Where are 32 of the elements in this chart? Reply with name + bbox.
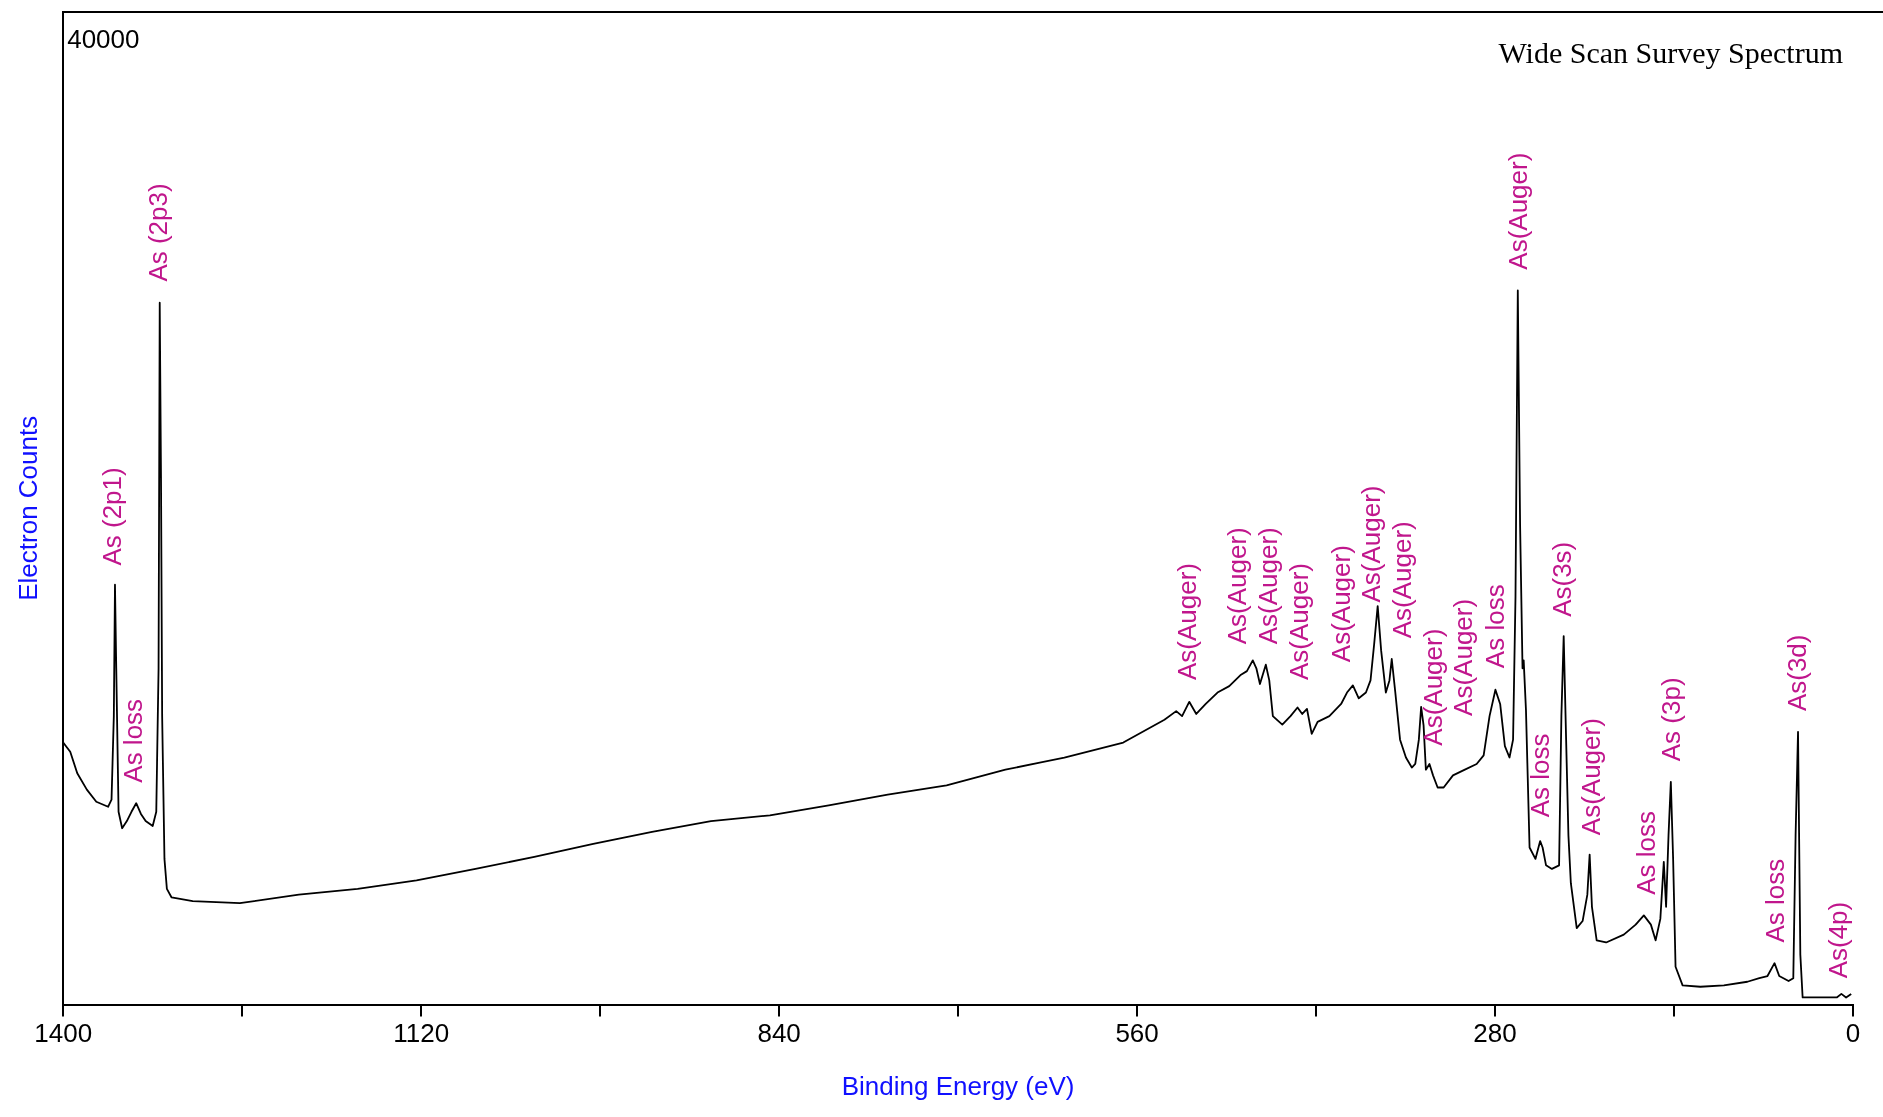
annotation: As(Auger) — [1252, 527, 1283, 645]
text: 40000 — [67, 24, 140, 55]
annotation: As(Auger) — [1448, 598, 1479, 716]
chart-title: Wide Scan Survey Spectrum — [1498, 35, 1843, 69]
x-tick-label: 560 — [1115, 1018, 1159, 1049]
annotation: As(Auger) — [1386, 521, 1417, 639]
text: As (2p3) — [143, 183, 174, 282]
annotation: As(Auger) — [1325, 545, 1356, 663]
annotation: As loss — [118, 698, 149, 783]
x-tick-label: 280 — [1473, 1018, 1517, 1049]
x-tick-label: 840 — [757, 1018, 801, 1049]
annotation: As loss — [1631, 811, 1662, 895]
annotation: As loss — [1524, 733, 1555, 818]
x-axis-title: Binding Energy (eV) — [841, 1070, 1075, 1101]
annotation: As(3s) — [1547, 541, 1578, 617]
annotation: As(Auger) — [1172, 563, 1203, 681]
annotation: As (2p1) — [97, 467, 128, 566]
annotation: As (3p) — [1655, 677, 1686, 762]
annotation: As(Auger) — [1284, 563, 1315, 681]
y-axis-title: Electron Counts — [12, 415, 43, 601]
annotation: As loss — [1759, 858, 1790, 943]
text: As(Auger) — [1502, 152, 1533, 270]
annotation: As(Auger) — [1356, 485, 1387, 603]
x-tick-label: 1400 — [34, 1018, 93, 1049]
annotation: As(4p) — [1823, 901, 1854, 979]
x-tick-label: 0 — [1845, 1018, 1861, 1049]
annotation: As(Auger) — [1221, 527, 1252, 645]
x-tick-label: 1120 — [393, 1018, 450, 1049]
annotation: As(3d) — [1781, 634, 1812, 712]
annotation: As loss — [1480, 584, 1511, 669]
annotation: As(Auger) — [1575, 718, 1606, 836]
annotation: As(Auger) — [1417, 628, 1448, 746]
